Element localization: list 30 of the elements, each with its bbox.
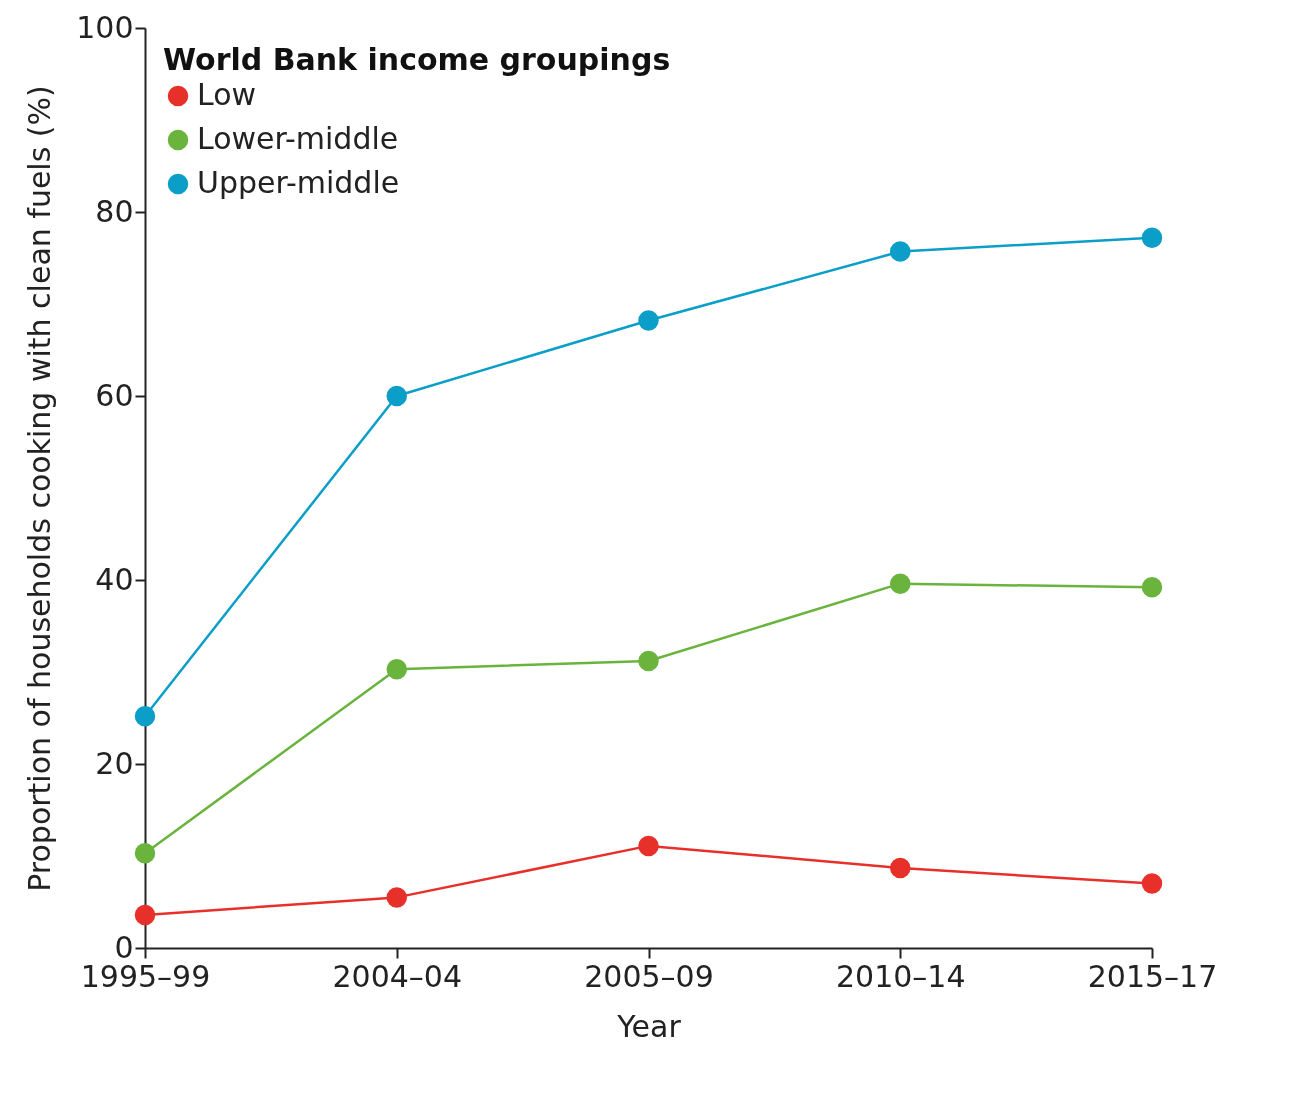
y-tick-label: 60 (95, 377, 134, 413)
point (638, 650, 659, 672)
y-tick-label: 40 (95, 561, 134, 597)
point (890, 241, 911, 262)
legend-label: Upper-middle (197, 165, 400, 200)
x-tick-label: 2010–14 (835, 958, 966, 994)
x-axis-title: Year (616, 1008, 682, 1044)
y-tick-label: 20 (95, 745, 134, 781)
point (134, 904, 156, 926)
point (890, 857, 911, 879)
legend-label: Lower-middle (197, 121, 399, 156)
x-tick-label: 2015–17 (1087, 958, 1218, 994)
point (638, 835, 659, 857)
y-tick-label: 80 (95, 193, 134, 229)
legend-label: Low (197, 77, 257, 112)
point (1141, 577, 1163, 598)
point (386, 887, 407, 908)
point (134, 843, 156, 864)
legend-title: World Bank income groupings (163, 42, 671, 77)
point (386, 659, 407, 680)
point (134, 705, 156, 727)
point (1141, 873, 1163, 894)
point (386, 385, 407, 407)
x-tick-label: 2005–09 (584, 958, 714, 994)
x-tick-label: 2004–04 (332, 958, 463, 994)
point (890, 573, 911, 594)
y-axis-title: Proportion of households cooking with clean fuels (%) (22, 85, 58, 892)
point (638, 310, 659, 331)
point (1141, 227, 1163, 248)
y-tick-label: 100 (76, 9, 134, 45)
